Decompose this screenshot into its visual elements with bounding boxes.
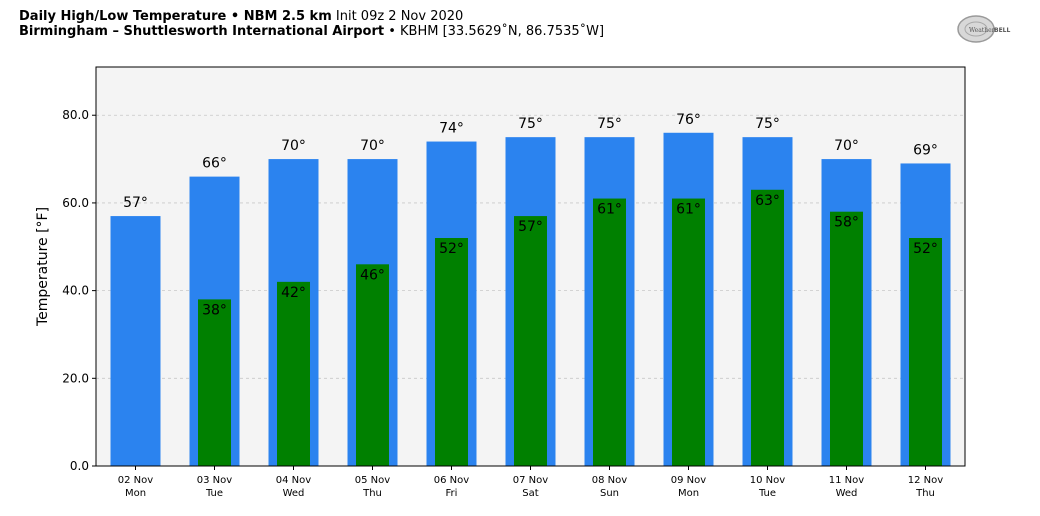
bars: 57° 66° 38° 70° 42° 70° 46° 74° 52° 75° 57° 75° 61° 7… [110, 112, 951, 467]
logo-text-suffix: BELL [994, 27, 1010, 34]
x-axis-ticks: 02 Nov Mon 03 Nov Tue 04 Nov Wed 05 Nov Thu 06 N… [118, 466, 944, 499]
low-bar [593, 198, 626, 467]
x-tick-weekday: Tue [758, 488, 776, 499]
low-label: 38° [202, 302, 227, 318]
weatherbell-logo: Weather BELL [957, 15, 1010, 43]
high-bar [110, 216, 161, 466]
x-tick-date: 12 Nov [908, 475, 944, 486]
title-line: Daily High/Low Temperature • NBM 2.5 km … [19, 9, 604, 24]
low-label: 52° [913, 241, 938, 257]
logo-text-prefix: Weather [969, 27, 995, 34]
x-tick-date: 09 Nov [671, 475, 707, 486]
low-bar [672, 198, 705, 467]
x-tick-weekday: Sat [522, 488, 538, 499]
high-label: 76° [676, 112, 701, 128]
init-time: Init 09z 2 Nov 2020 [331, 9, 464, 24]
y-tick-label: 0.0 [70, 459, 89, 473]
x-tick-weekday: Tue [205, 488, 223, 499]
x-tick-date: 08 Nov [592, 475, 628, 486]
x-tick-weekday: Wed [836, 488, 858, 499]
x-tick-weekday: Mon [125, 488, 146, 499]
low-bar [830, 211, 863, 466]
high-label: 70° [281, 138, 306, 154]
low-bar [198, 299, 231, 466]
high-label: 69° [913, 142, 938, 158]
chart-title: Daily High/Low Temperature • NBM 2.5 km [19, 9, 332, 24]
low-label: 46° [360, 267, 385, 283]
high-label: 57° [123, 195, 148, 211]
station-coords: • KBHM [33.5629˚N, 86.7535˚W] [384, 24, 605, 39]
x-tick-date: 02 Nov [118, 475, 154, 486]
x-tick-weekday: Fri [446, 488, 458, 499]
low-bar [514, 216, 547, 466]
x-tick-date: 11 Nov [829, 475, 865, 486]
high-label: 70° [360, 138, 385, 154]
x-tick-weekday: Wed [283, 488, 305, 499]
low-label: 57° [518, 219, 543, 235]
x-tick-weekday: Mon [678, 488, 699, 499]
x-tick-date: 05 Nov [355, 475, 391, 486]
location-name: Birmingham – Shuttlesworth International… [19, 24, 385, 39]
low-label: 42° [281, 285, 306, 301]
y-tick-label: 40.0 [62, 284, 89, 298]
x-tick-date: 04 Nov [276, 475, 312, 486]
y-axis-ticks: 0.0 20.0 40.0 60.0 80.0 [62, 108, 96, 473]
y-tick-label: 60.0 [62, 196, 89, 210]
high-label: 75° [755, 116, 780, 132]
location-line: Birmingham – Shuttlesworth International… [19, 24, 604, 39]
x-tick-weekday: Thu [362, 488, 382, 499]
low-label: 58° [834, 215, 859, 231]
low-bar [751, 189, 784, 466]
high-label: 66° [202, 156, 227, 172]
low-label: 52° [439, 241, 464, 257]
high-label: 70° [834, 138, 859, 154]
x-tick-date: 06 Nov [434, 475, 470, 486]
y-tick-label: 80.0 [62, 108, 89, 122]
chart-header: Daily High/Low Temperature • NBM 2.5 km … [19, 9, 604, 39]
y-axis-label: Temperature [°F] [35, 207, 51, 327]
x-tick-weekday: Thu [915, 488, 935, 499]
high-label: 75° [518, 116, 543, 132]
low-label: 63° [755, 193, 780, 209]
low-bar [356, 264, 389, 466]
x-tick-date: 03 Nov [197, 475, 233, 486]
x-tick-date: 10 Nov [750, 475, 786, 486]
low-label: 61° [597, 202, 622, 218]
low-bar [277, 281, 310, 466]
low-bar [909, 238, 942, 466]
low-bar [435, 238, 468, 466]
y-tick-label: 20.0 [62, 371, 89, 385]
high-label: 74° [439, 121, 464, 137]
high-label: 75° [597, 116, 622, 132]
x-tick-weekday: Sun [600, 488, 619, 499]
x-tick-date: 07 Nov [513, 475, 549, 486]
low-label: 61° [676, 202, 701, 218]
